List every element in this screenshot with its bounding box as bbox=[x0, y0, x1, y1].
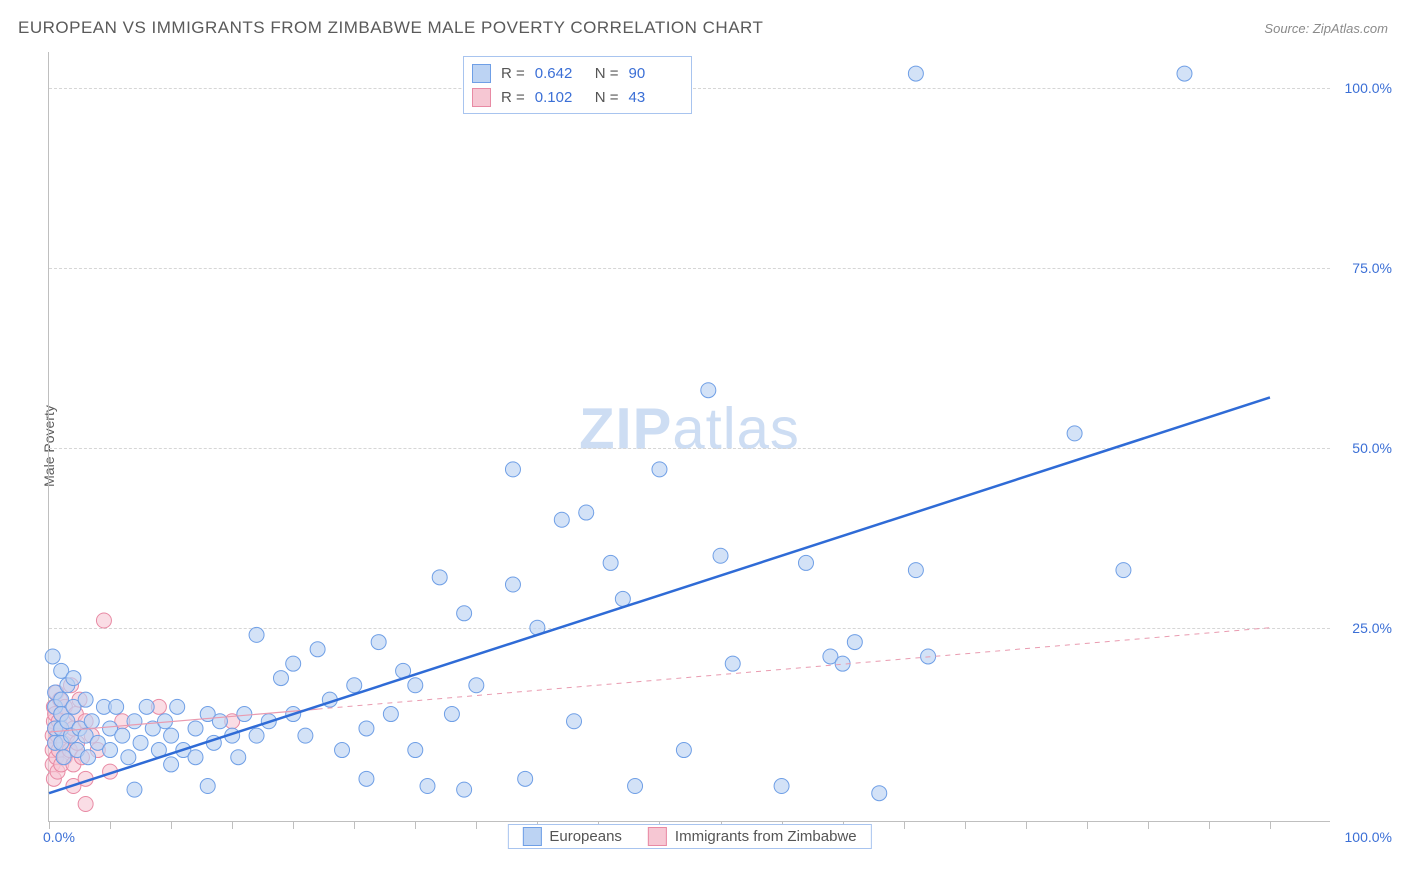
swatch-pink bbox=[472, 88, 491, 107]
source-label: Source: bbox=[1264, 21, 1309, 36]
r-label: R = bbox=[501, 65, 525, 82]
stats-row-europeans: R = 0.642 N = 90 bbox=[472, 61, 679, 85]
plot-svg bbox=[49, 52, 1330, 821]
r-value-blue: 0.642 bbox=[535, 65, 585, 82]
legend-item-zimbabwe: Immigrants from Zimbabwe bbox=[648, 827, 857, 846]
x-axis-max-label: 100.0% bbox=[1345, 829, 1392, 845]
legend: Europeans Immigrants from Zimbabwe bbox=[507, 824, 871, 849]
r-label: R = bbox=[501, 89, 525, 106]
legend-item-europeans: Europeans bbox=[522, 827, 622, 846]
n-value-blue: 90 bbox=[629, 65, 679, 82]
legend-swatch-pink bbox=[648, 827, 667, 846]
x-axis-min-label: 0.0% bbox=[43, 829, 75, 845]
y-tick-label: 50.0% bbox=[1352, 440, 1392, 456]
scatter-plot: ZIPatlas 25.0%50.0%75.0%100.0% 0.0% 100.… bbox=[48, 52, 1330, 822]
y-tick-label: 100.0% bbox=[1345, 80, 1392, 96]
chart-title: EUROPEAN VS IMMIGRANTS FROM ZIMBABWE MAL… bbox=[18, 18, 763, 38]
n-label: N = bbox=[595, 89, 619, 106]
source-attribution: Source: ZipAtlas.com bbox=[1264, 21, 1388, 36]
legend-label-blue: Europeans bbox=[549, 828, 622, 845]
source-value: ZipAtlas.com bbox=[1313, 21, 1388, 36]
legend-label-pink: Immigrants from Zimbabwe bbox=[675, 828, 857, 845]
stats-row-zimbabwe: R = 0.102 N = 43 bbox=[472, 85, 679, 109]
y-tick-label: 25.0% bbox=[1352, 620, 1392, 636]
r-value-pink: 0.102 bbox=[535, 89, 585, 106]
legend-swatch-blue bbox=[522, 827, 541, 846]
swatch-blue bbox=[472, 64, 491, 83]
n-value-pink: 43 bbox=[629, 89, 679, 106]
correlation-stats-box: R = 0.642 N = 90 R = 0.102 N = 43 bbox=[463, 56, 692, 114]
y-tick-label: 75.0% bbox=[1352, 260, 1392, 276]
n-label: N = bbox=[595, 65, 619, 82]
